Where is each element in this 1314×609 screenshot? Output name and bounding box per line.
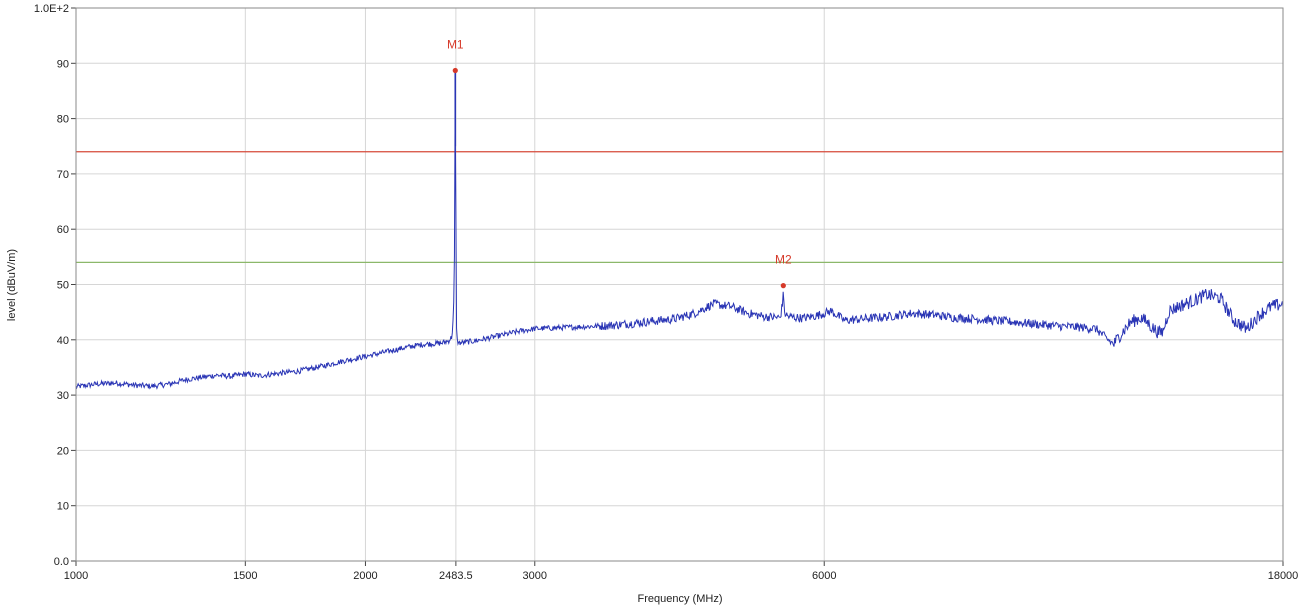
limit-lines — [76, 151, 1283, 263]
x-tick-label: 1500 — [233, 570, 257, 582]
x-axis-title: Frequency (MHz) — [638, 593, 723, 605]
marker-label: M2 — [775, 253, 792, 267]
y-axis-title: level (dBuV/m) — [6, 249, 18, 321]
x-tick-label: 2000 — [353, 570, 377, 582]
plot-frame — [75, 7, 1284, 562]
x-tick-label: 18000 — [1268, 570, 1299, 582]
y-tick-label: 60 — [57, 224, 69, 236]
y-tick-label: 10 — [57, 501, 69, 513]
x-tick-label: 3000 — [523, 570, 547, 582]
marker-dot — [780, 283, 786, 289]
x-tick-label: 1000 — [64, 570, 88, 582]
marker-dot — [452, 67, 458, 74]
y-tick-label: 30 — [57, 390, 69, 402]
y-tick-label: 50 — [57, 280, 69, 292]
series-layer — [75, 70, 1284, 390]
axes — [71, 7, 1284, 566]
markers: M1 M2 — [447, 37, 792, 289]
y-tick-label: 20 — [57, 445, 69, 457]
x-tick-label: 6000 — [812, 570, 836, 582]
y-tick-label: 0.0 — [54, 556, 69, 568]
tick-labels: 0.0 10 20 30 40 50 60 70 80 90 1.0E+2 1000 1500 2000 2… — [34, 3, 1298, 582]
y-tick-label: 70 — [57, 169, 69, 181]
y-tick-label: 90 — [57, 58, 69, 70]
y-tick-label: 1.0E+2 — [34, 3, 69, 15]
x-tick-label: 2483.5 — [439, 570, 473, 582]
spectrum-trace — [75, 101, 1284, 390]
y-tick-label: 40 — [57, 335, 69, 347]
marker-label: M1 — [447, 37, 464, 51]
y-tick-label: 80 — [57, 114, 69, 126]
